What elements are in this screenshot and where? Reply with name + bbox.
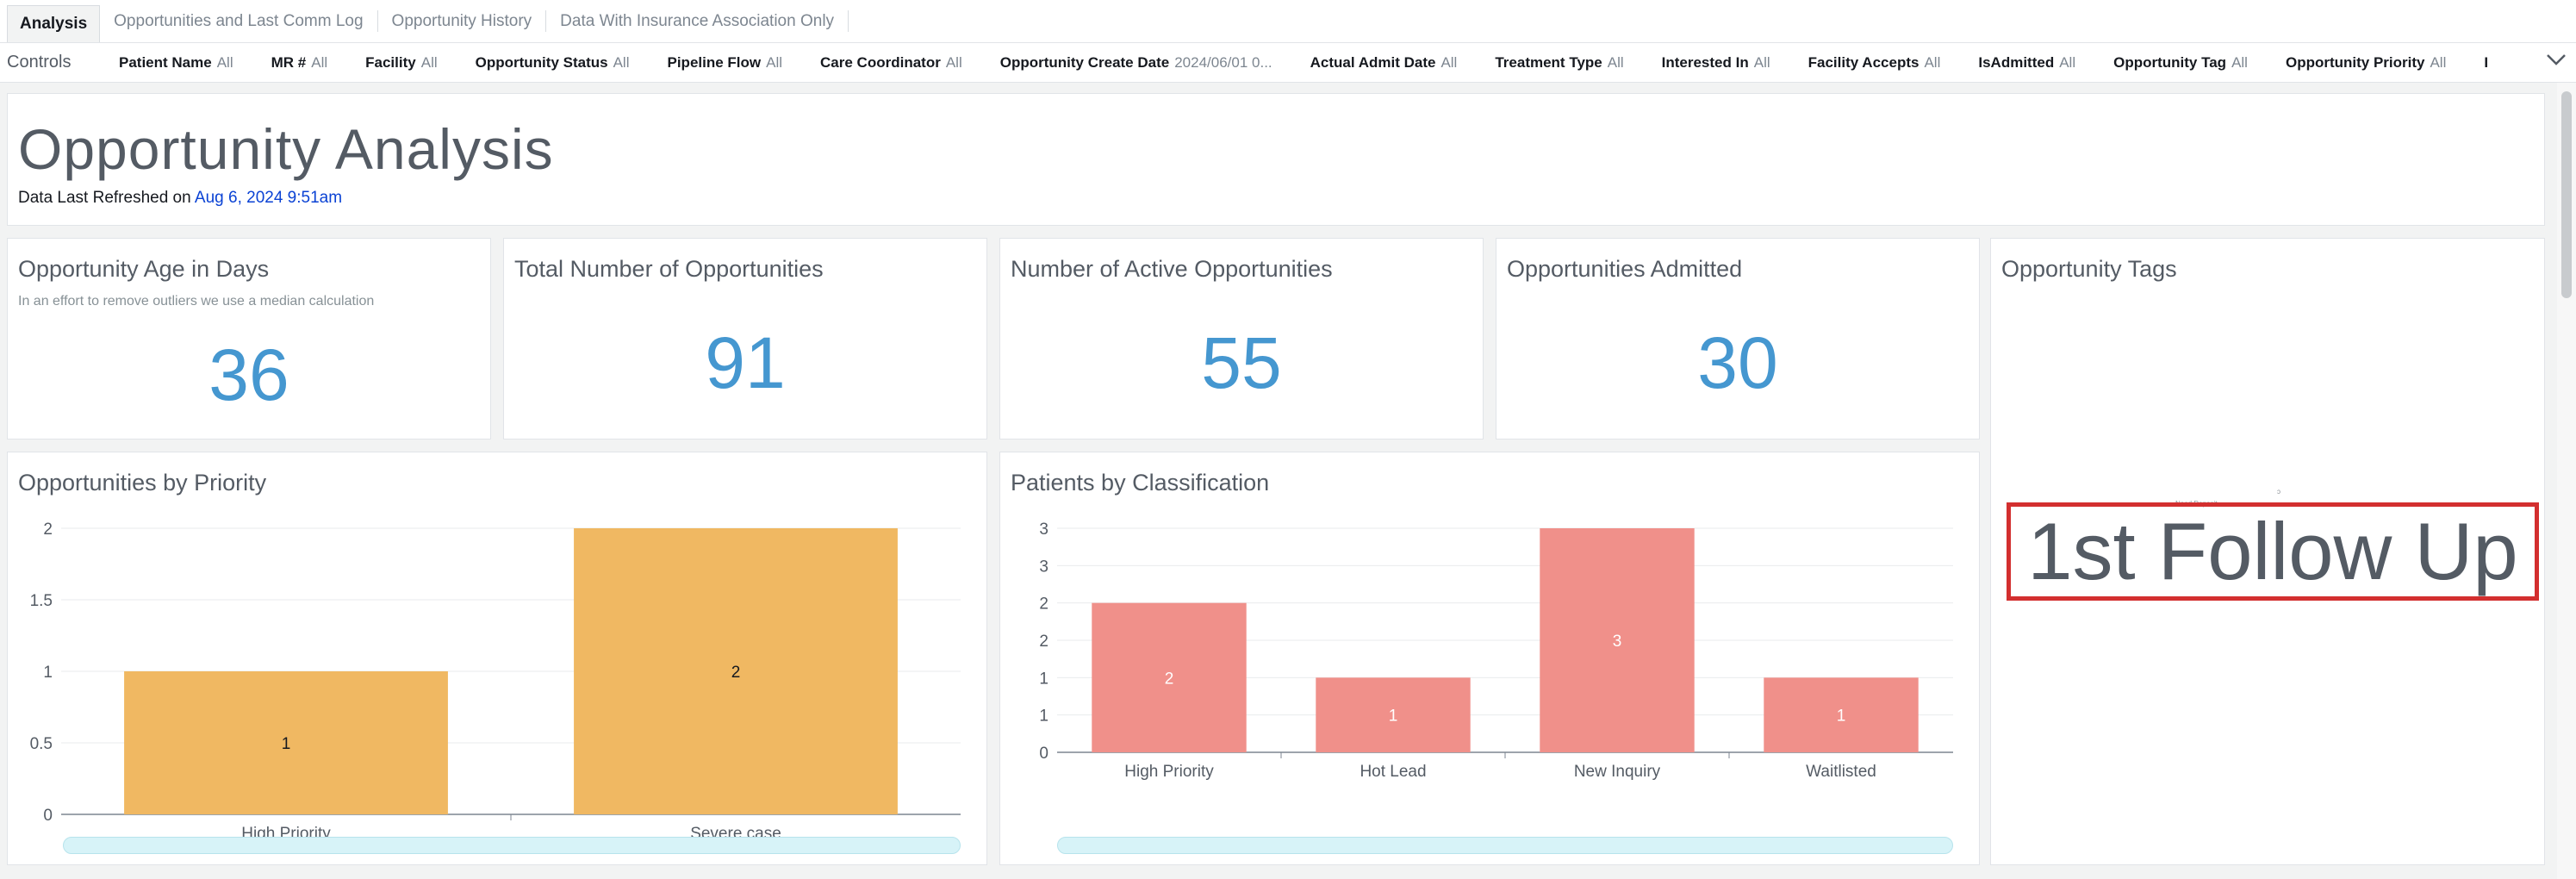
x-tick-label: High Priority	[1124, 763, 1214, 781]
kpi-value: 36	[208, 334, 289, 415]
header-card: Opportunity Analysis Data Last Refreshed…	[7, 93, 2545, 226]
y-tick-label: 1.5	[30, 592, 53, 610]
controls-bar: Controls Patient Name All MR # All Facilit…	[0, 43, 2576, 83]
control-isadmitted[interactable]: IsAdmitted All	[1978, 53, 2076, 71]
data-label: 1	[1389, 708, 1398, 726]
x-tick-label: Waitlisted	[1806, 763, 1876, 781]
kpi-title: Number of Active Opportunities	[1011, 256, 1333, 282]
y-tick-label: 3	[1039, 521, 1048, 539]
bar	[574, 528, 898, 814]
bar	[1092, 602, 1247, 752]
y-tick-label: 2	[43, 521, 53, 539]
kpi-opportunities-admitted[interactable]: Opportunities Admitted 30	[1496, 238, 1980, 440]
bar	[1764, 677, 1919, 752]
y-tick-label: 3	[1039, 558, 1048, 576]
chart-scrollbar[interactable]	[1057, 837, 1953, 854]
tag-highlight-box[interactable]: 1st Follow Up	[2007, 502, 2539, 601]
tab-opportunity-history[interactable]: Opportunity History	[378, 10, 547, 32]
control-actual-admit-date[interactable]: Actual Admit Date All	[1310, 53, 1458, 71]
y-tick-label: 2	[1039, 633, 1048, 651]
control-opportunity-create-date[interactable]: Opportunity Create Date 2024/06/01 0...	[999, 53, 1272, 71]
y-tick-label: 1	[1039, 670, 1048, 688]
tab-opportunities-last-comm-log[interactable]: Opportunities and Last Comm Log	[100, 10, 378, 32]
opportunity-tags-card[interactable]: Opportunity Tags Need Deposit ↄ 1st Foll…	[1990, 238, 2545, 865]
page-title: Opportunity Analysis	[18, 117, 554, 181]
control-care-coordinator[interactable]: Care Coordinator All	[820, 53, 962, 71]
kpi-value: 55	[1201, 322, 1282, 403]
data-label: 3	[1613, 633, 1622, 651]
chart-title: Patients by Classification	[1011, 470, 1270, 496]
bar	[1316, 677, 1471, 752]
controls-label: Controls	[7, 53, 72, 72]
x-tick-label: New Inquiry	[1574, 763, 1661, 781]
classification-bar-chart: 0 1 1 2 2 3 3 2 High Priority 1 Hot Lead 3 New Inqui…	[1039, 521, 1953, 781]
page-scrollbar-thumb[interactable]	[2561, 91, 2572, 298]
control-opportunity-priority[interactable]: Opportunity Priority All	[2285, 53, 2447, 71]
data-label: 2	[1165, 670, 1174, 688]
page-scrollbar[interactable]	[2557, 83, 2576, 879]
kpi-title: Opportunity Age in Days	[18, 256, 270, 282]
bar	[124, 671, 448, 814]
refresh-date: Aug 6, 2024 9:51am	[194, 189, 343, 207]
bar	[1540, 528, 1695, 752]
chart-scrollbar[interactable]	[63, 837, 961, 854]
kpi-opportunity-age[interactable]: Opportunity Age in Days In an effort to …	[7, 238, 491, 440]
y-tick-label: 1	[1039, 708, 1048, 726]
tag-tiny-mark: ↄ	[2277, 488, 2280, 496]
y-tick-label: 0	[1039, 745, 1048, 763]
control-truncated[interactable]: I	[2484, 53, 2489, 71]
kpi-value: 91	[705, 322, 786, 403]
x-tick-label: Hot Lead	[1360, 763, 1426, 781]
control-facility-accepts[interactable]: Facility Accepts All	[1808, 53, 1941, 71]
control-facility[interactable]: Facility All	[365, 53, 438, 71]
chart-title: Opportunities by Priority	[18, 470, 267, 496]
kpi-total-opportunities[interactable]: Total Number of Opportunities 91	[503, 238, 987, 440]
refresh-info: Data Last Refreshed on Aug 6, 2024 9:51a…	[18, 189, 343, 207]
y-tick-label: 1	[43, 664, 53, 682]
y-tick-label: 0.5	[30, 735, 53, 753]
kpi-value: 30	[1697, 322, 1778, 403]
control-treatment-type[interactable]: Treatment Type All	[1495, 53, 1624, 71]
kpi-active-opportunities[interactable]: Number of Active Opportunities 55	[999, 238, 1484, 440]
data-label: 1	[1837, 708, 1846, 726]
chevron-down-icon[interactable]	[2545, 50, 2567, 72]
control-opportunity-tag[interactable]: Opportunity Tag All	[2113, 53, 2248, 71]
control-opportunity-status[interactable]: Opportunity Status All	[475, 53, 630, 71]
kpi-title: Opportunities Admitted	[1507, 256, 1743, 282]
y-tick-label: 0	[43, 807, 53, 825]
tags-title: Opportunity Tags	[2001, 256, 2177, 282]
control-interested-in[interactable]: Interested In All	[1661, 53, 1770, 71]
chart-card-classification[interactable]: Patients by Classification 0 1 1 2 2 3 3 2 High …	[999, 452, 1980, 865]
control-patient-name[interactable]: Patient Name All	[119, 53, 233, 71]
data-label: 1	[282, 735, 291, 753]
sheet-tabs: Analysis Opportunities and Last Comm Log…	[0, 0, 2576, 43]
chart-card-priority[interactable]: Opportunities by Priority 0 0.5 1 1.5 2 1 High…	[7, 452, 987, 865]
data-label: 2	[731, 664, 741, 682]
control-mr-number[interactable]: MR # All	[271, 53, 328, 71]
control-pipeline-flow[interactable]: Pipeline Flow All	[667, 53, 783, 71]
tab-analysis[interactable]: Analysis	[7, 5, 101, 42]
tab-data-insurance-association[interactable]: Data With Insurance Association Only	[546, 10, 849, 32]
kpi-title: Total Number of Opportunities	[514, 256, 824, 282]
kpi-subtitle: In an effort to remove outliers we use a…	[18, 294, 375, 309]
tag-1st-follow-up[interactable]: 1st Follow Up	[2027, 506, 2518, 596]
y-tick-label: 2	[1039, 595, 1048, 614]
